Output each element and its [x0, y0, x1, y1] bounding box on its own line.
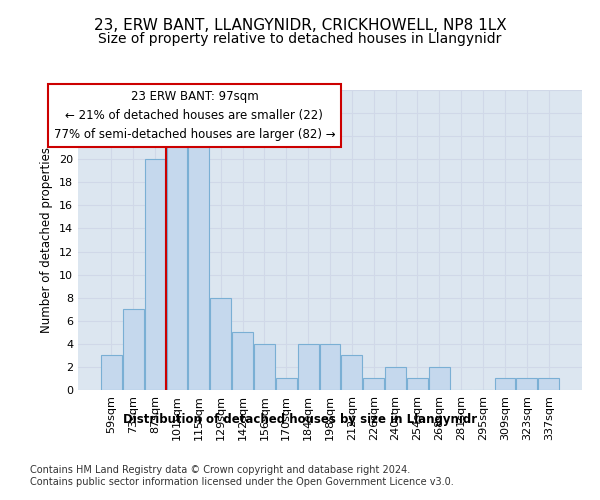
Y-axis label: Number of detached properties: Number of detached properties	[40, 147, 53, 333]
Bar	[385, 367, 406, 390]
Bar	[254, 344, 275, 390]
Bar	[188, 136, 209, 390]
Text: Size of property relative to detached houses in Llangynidr: Size of property relative to detached ho…	[98, 32, 502, 46]
Bar	[123, 309, 143, 390]
Text: 23 ERW BANT: 97sqm
← 21% of detached houses are smaller (22)
77% of semi-detache: 23 ERW BANT: 97sqm ← 21% of detached hou…	[53, 90, 335, 141]
Bar	[429, 367, 450, 390]
Bar	[232, 332, 253, 390]
Bar	[167, 136, 187, 390]
Bar	[320, 344, 340, 390]
Bar	[407, 378, 428, 390]
Bar	[341, 356, 362, 390]
Bar	[276, 378, 296, 390]
Text: 23, ERW BANT, LLANGYNIDR, CRICKHOWELL, NP8 1LX: 23, ERW BANT, LLANGYNIDR, CRICKHOWELL, N…	[94, 18, 506, 32]
Bar	[364, 378, 384, 390]
Bar	[298, 344, 319, 390]
Text: Contains HM Land Registry data © Crown copyright and database right 2024.
Contai: Contains HM Land Registry data © Crown c…	[30, 465, 454, 486]
Bar	[210, 298, 231, 390]
Bar	[145, 159, 166, 390]
Bar	[101, 356, 122, 390]
Text: Distribution of detached houses by size in Llangynidr: Distribution of detached houses by size …	[123, 412, 477, 426]
Bar	[517, 378, 537, 390]
Bar	[538, 378, 559, 390]
Bar	[494, 378, 515, 390]
